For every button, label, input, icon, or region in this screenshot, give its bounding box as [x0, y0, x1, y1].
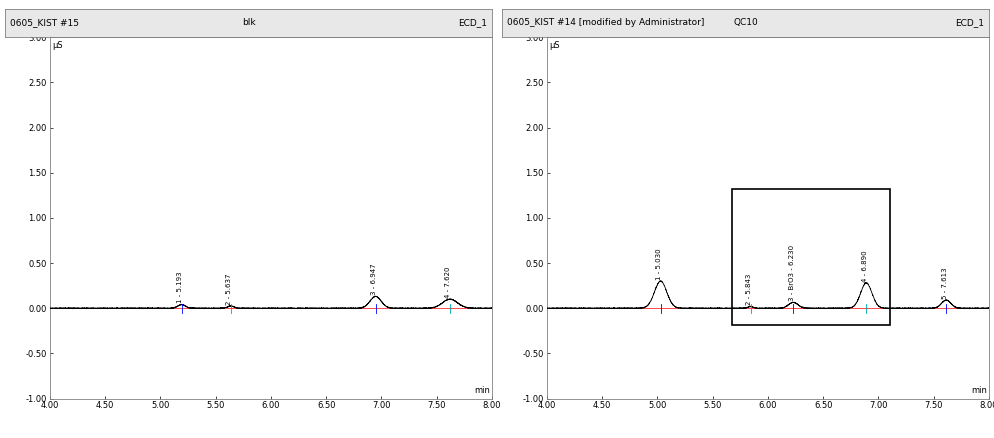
- Text: 4 - 6.890: 4 - 6.890: [862, 250, 868, 282]
- Text: μS: μS: [52, 41, 63, 50]
- Text: μS: μS: [549, 41, 560, 50]
- Text: 0605_KIST #14 [modified by Administrator]: 0605_KIST #14 [modified by Administrator…: [507, 18, 704, 28]
- Text: 3 - BrO3 - 6.230: 3 - BrO3 - 6.230: [788, 245, 794, 301]
- Text: 4 - 7.620: 4 - 7.620: [445, 266, 451, 298]
- Text: ECD_1: ECD_1: [458, 18, 487, 28]
- Bar: [733, 189, 890, 325]
- Text: 1 - 5.193: 1 - 5.193: [177, 272, 183, 303]
- Text: min: min: [474, 386, 490, 395]
- Text: QC10: QC10: [734, 18, 757, 28]
- Text: 2 - 5.843: 2 - 5.843: [746, 274, 751, 305]
- Text: 5 - 7.613: 5 - 7.613: [941, 267, 947, 299]
- Text: min: min: [971, 386, 987, 395]
- Text: 2 - 5.637: 2 - 5.637: [226, 273, 232, 305]
- Text: ECD_1: ECD_1: [955, 18, 984, 28]
- Text: blk: blk: [242, 18, 255, 28]
- Text: 0605_KIST #15: 0605_KIST #15: [10, 18, 79, 28]
- Text: 3 - 6.947: 3 - 6.947: [371, 264, 377, 295]
- Text: 1 - 5.030: 1 - 5.030: [656, 248, 662, 280]
